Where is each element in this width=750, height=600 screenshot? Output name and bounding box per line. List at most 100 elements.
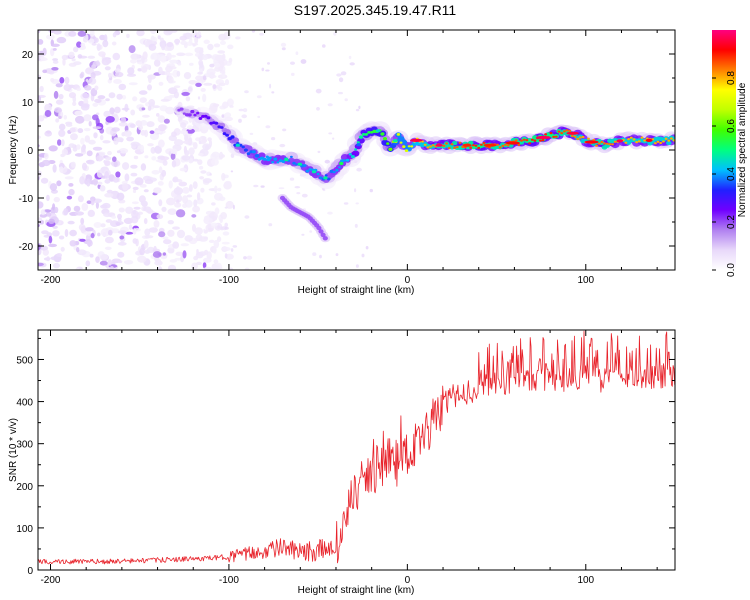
noise-dot (238, 118, 242, 123)
noise-blob (68, 143, 76, 148)
noise-dot (196, 251, 202, 256)
noise-blob (217, 187, 222, 192)
ridge-core (303, 164, 307, 167)
ridge-core (477, 146, 481, 150)
noise-dot (327, 211, 333, 215)
noise-blob (213, 259, 219, 264)
ridge-core (597, 142, 601, 145)
ridge-core (667, 139, 671, 142)
noise-blob (200, 170, 207, 174)
noise-blob (157, 181, 164, 186)
noise-blob (153, 187, 162, 194)
ridge-core (402, 145, 406, 149)
noise-blob (38, 243, 41, 251)
noise-dot (257, 115, 261, 119)
noise-blob (214, 207, 220, 215)
noise-dot (259, 32, 264, 36)
ridge-body (666, 140, 672, 146)
noise-blob (184, 134, 189, 141)
noise-blob (77, 249, 87, 256)
noise-blob (134, 177, 144, 186)
ridge-core (554, 135, 558, 138)
noise-blob (119, 235, 125, 240)
noise-blob (193, 199, 198, 207)
noise-blob (38, 54, 41, 60)
x-tick-label: -200 (40, 575, 60, 586)
noise-dot (232, 204, 235, 210)
noise-blob (186, 194, 193, 198)
noise-blob (210, 222, 218, 227)
noise-blob (66, 195, 73, 200)
noise-blob (104, 192, 114, 198)
noise-blob (94, 85, 99, 91)
noise-blob (58, 129, 66, 137)
noise-dot (282, 128, 287, 132)
noise-blob (198, 152, 204, 157)
noise-blob (132, 96, 138, 102)
noise-blob (146, 121, 155, 128)
noise-blob (82, 162, 87, 171)
noise-blob (107, 259, 113, 266)
ridge-core (627, 138, 630, 141)
noise-blob (105, 58, 112, 64)
noise-dot (336, 73, 342, 77)
noise-blob (143, 240, 149, 249)
noise-blob (58, 115, 62, 120)
noise-blob (90, 198, 95, 206)
noise-blob (220, 40, 226, 46)
noise-blob (52, 60, 59, 64)
noise-blob (55, 83, 63, 88)
ridge-core (472, 144, 475, 147)
noise-blob (208, 227, 214, 231)
ridge-core (498, 146, 502, 149)
noise-blob (123, 130, 132, 137)
ridge-core (595, 144, 598, 147)
ridge-core (453, 146, 456, 149)
noise-dot (269, 83, 272, 89)
noise-dot (344, 98, 348, 102)
noise-blob (56, 36, 67, 44)
noise-blob (85, 227, 94, 232)
noise-dot (361, 253, 365, 258)
noise-blob (112, 176, 120, 183)
noise-blob (122, 183, 129, 191)
ridge-core (281, 160, 286, 163)
ridge-core (423, 143, 427, 146)
noise-blob (128, 82, 138, 86)
noise-dot (229, 105, 234, 108)
ridge-core (324, 174, 328, 177)
noise-blob (41, 230, 49, 235)
chart-title: S197.2025.345.19.47.R11 (294, 2, 457, 18)
noise-dot (348, 55, 352, 60)
noise-dot (294, 186, 301, 189)
noise-blob (198, 236, 208, 242)
ridge-core (662, 140, 665, 143)
noise-blob (87, 38, 95, 44)
noise-blob (46, 34, 55, 40)
noise-blob (38, 157, 43, 161)
noise-blob (148, 75, 152, 84)
noise-blob (162, 236, 169, 240)
y-tick-label: 20 (22, 50, 34, 61)
noise-blob (85, 34, 89, 42)
noise-dot (256, 95, 262, 99)
noise-blob (157, 159, 162, 162)
noise-blob (73, 46, 79, 53)
noise-blob (84, 85, 92, 91)
noise-dot (197, 96, 201, 100)
noise-blob (115, 71, 124, 78)
ridge-core (603, 142, 606, 145)
noise-blob (104, 236, 114, 244)
ridge-core (326, 177, 331, 181)
noise-blob (38, 120, 41, 129)
ridge-core (659, 141, 663, 145)
noise-dot (209, 173, 212, 176)
noise-blob (84, 135, 91, 143)
noise-dot (301, 193, 308, 198)
noise-blob (135, 120, 143, 127)
noise-dot (235, 36, 241, 40)
noise-blob (142, 51, 148, 60)
noise-blob (225, 200, 234, 209)
noise-blob (99, 260, 108, 266)
noise-dot (243, 108, 248, 113)
